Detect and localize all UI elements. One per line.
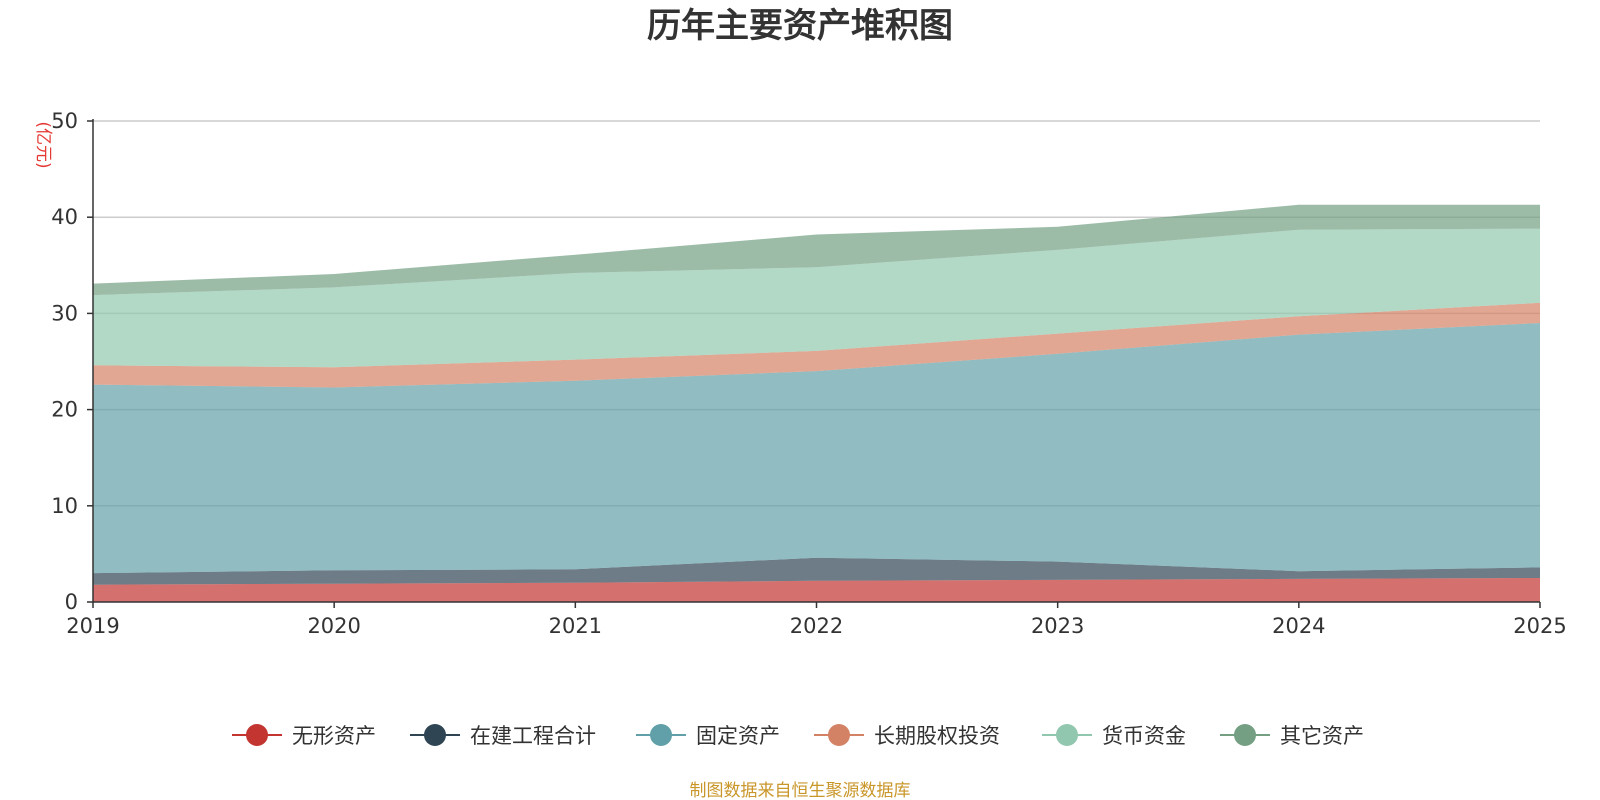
axes: 0 10 20 30 40 50 2019 2020 2021 2022 2023 2024 2025 [51,109,1566,638]
legend-circle-marker [1234,724,1256,746]
y-tick-label: 0 [65,590,78,614]
x-tick-label: 2021 [549,614,602,638]
legend-circle-marker [650,724,672,746]
y-tick-label: 50 [51,109,78,133]
data-source-note: 制图数据来自恒生聚源数据库 [690,781,911,800]
y-axis-unit-label: (亿元) [33,121,53,168]
chart-title: 历年主要资产堆积图 [647,6,953,46]
area-series-2 [93,557,1540,585]
legend-label: 长期股权投资 [874,724,1000,748]
x-tick-label: 2025 [1513,614,1566,638]
legend-label: 在建工程合计 [470,724,596,748]
legend-circle-marker [246,724,268,746]
legend-label: 货币资金 [1102,724,1186,748]
legend-circle-marker [1056,724,1078,746]
legend-item-5: 货币资金 [1042,724,1186,748]
legend-label: 无形资产 [292,724,376,748]
area-series-3 [93,323,1540,574]
legend-circle-marker [828,724,850,746]
y-tick-label: 40 [51,205,78,229]
x-tick-label: 2019 [66,614,119,638]
x-tick-label: 2023 [1031,614,1084,638]
legend-item-2: 在建工程合计 [410,724,596,748]
legend: 无形资产 在建工程合计 固定资产 长期股权投资 货币资金 其它资产 [232,724,1364,748]
legend-item-6: 其它资产 [1220,724,1364,748]
y-tick-label: 20 [51,398,78,422]
area-series-6 [93,204,1540,296]
area-series-1 [93,578,1540,602]
area-series-4 [93,302,1540,388]
area-series-layer [93,204,1540,602]
x-tick-label: 2020 [307,614,360,638]
legend-circle-marker [424,724,446,746]
area-series-5 [93,228,1540,368]
legend-item-4: 长期股权投资 [814,724,1000,748]
y-tick-label: 10 [51,494,78,518]
legend-item-1: 无形资产 [232,724,376,748]
legend-label: 其它资产 [1280,724,1364,748]
x-tick-label: 2024 [1272,614,1325,638]
y-tick-label: 30 [51,301,78,325]
x-tick-label: 2022 [790,614,843,638]
legend-item-3: 固定资产 [636,724,780,748]
legend-label: 固定资产 [696,724,780,748]
